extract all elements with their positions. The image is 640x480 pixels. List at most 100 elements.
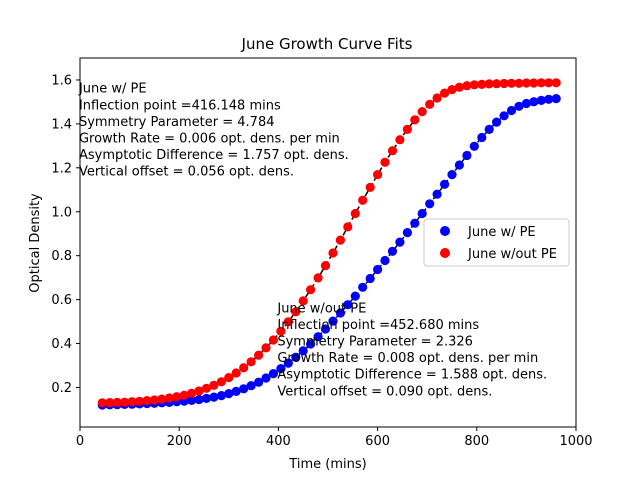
data-point-series-0 <box>335 308 345 318</box>
y-tick-label: 1.2 <box>51 161 72 176</box>
data-point-series-0 <box>224 389 234 399</box>
data-point-series-1 <box>261 343 271 353</box>
data-point-series-0 <box>187 395 197 405</box>
data-point-series-1 <box>544 78 554 88</box>
x-tick-label: 400 <box>266 434 291 449</box>
data-point-series-1 <box>387 146 398 156</box>
data-point-series-1 <box>335 235 345 245</box>
x-tick-label: 600 <box>365 434 390 449</box>
legend-marker-june-pe <box>440 226 450 236</box>
data-point-series-1 <box>380 157 390 167</box>
y-tick-label: 1.6 <box>51 73 72 88</box>
data-point-series-1 <box>179 390 189 400</box>
data-point-series-0 <box>246 381 256 391</box>
data-point-series-1 <box>521 78 532 88</box>
data-point-series-0 <box>268 369 278 379</box>
data-point-series-1 <box>149 395 159 405</box>
data-point-series-1 <box>239 363 249 373</box>
data-point-series-0 <box>462 150 472 161</box>
data-point-series-0 <box>447 170 457 180</box>
annotation-0-line: Vertical offset = 0.056 opt. dens. <box>79 165 294 180</box>
data-point-series-1 <box>440 88 450 98</box>
annotation-0-line: Growth Rate = 0.006 opt. dens. per min <box>79 131 340 146</box>
data-point-series-0 <box>477 132 487 143</box>
data-point-series-1 <box>462 81 472 91</box>
data-point-series-1 <box>358 195 368 205</box>
y-axis-ticks: 0.2 0.4 0.6 0.8 1.0 1.2 1.4 1.6 <box>51 73 80 396</box>
annotation-1-line: June w/out PE <box>276 301 366 316</box>
y-axis-label: Optical Density <box>28 193 43 293</box>
y-tick-label: 1.4 <box>51 117 72 132</box>
data-point-series-1 <box>343 222 353 232</box>
y-tick-label: 0.6 <box>51 293 72 308</box>
data-point-series-0 <box>328 316 338 326</box>
data-point-series-1 <box>328 248 338 258</box>
data-point-series-0 <box>536 95 546 105</box>
data-point-series-0 <box>492 117 502 127</box>
data-point-series-1 <box>246 357 256 367</box>
data-point-series-0 <box>484 124 494 134</box>
data-point-series-0 <box>239 384 249 394</box>
data-point-series-1 <box>365 182 375 192</box>
data-point-series-0 <box>365 273 375 284</box>
data-point-series-1 <box>529 78 539 88</box>
data-point-series-1 <box>283 317 293 327</box>
legend-marker-june-no-pe <box>440 248 450 258</box>
y-tick-label: 0.2 <box>51 381 72 396</box>
legend-box <box>423 218 570 267</box>
data-point-series-1 <box>410 115 420 125</box>
x-tick-label: 1000 <box>559 434 592 449</box>
data-point-series-1 <box>120 397 130 407</box>
data-point-series-0 <box>306 339 316 349</box>
data-point-series-1 <box>373 170 383 180</box>
x-axis-ticks: 0 200 400 600 800 1000 <box>76 427 593 449</box>
data-point-series-1 <box>484 79 494 89</box>
data-point-series-1 <box>469 80 479 90</box>
legend-label-june-pe: June w/ PE <box>467 225 536 240</box>
chart-title: June Growth Curve Fits <box>241 35 413 53</box>
annotation-1-line: Asymptotic Difference = 1.588 opt. dens. <box>277 368 547 383</box>
data-point-series-0 <box>283 358 293 368</box>
data-point-series-1 <box>127 397 137 407</box>
data-point-series-0 <box>440 179 450 189</box>
annotation-0-line: June w/ PE <box>78 82 147 97</box>
data-point-series-0 <box>432 189 442 199</box>
y-tick-label: 0.8 <box>51 249 72 264</box>
plot-frame <box>79 57 577 428</box>
data-point-series-0 <box>343 300 353 310</box>
data-point-series-0 <box>499 111 509 121</box>
data-point-series-1 <box>447 85 457 95</box>
data-point-series-0 <box>387 246 398 256</box>
data-point-series-1 <box>216 377 226 387</box>
data-point-series-1 <box>477 79 487 89</box>
data-point-series-1 <box>157 394 167 404</box>
data-point-series-1 <box>395 135 405 145</box>
x-tick-label: 0 <box>76 434 84 449</box>
data-point-series-0 <box>350 291 360 301</box>
y-tick-label: 0.4 <box>51 337 72 352</box>
data-point-series-0 <box>216 391 226 401</box>
data-point-series-0 <box>194 394 204 405</box>
data-point-series-1 <box>320 261 331 271</box>
data-point-series-1 <box>164 393 174 403</box>
data-point-series-0 <box>320 324 331 334</box>
data-point-series-0 <box>209 392 219 402</box>
data-point-series-0 <box>380 255 390 266</box>
data-point-series-1 <box>209 380 219 390</box>
data-point-series-1 <box>350 208 360 219</box>
data-point-series-1 <box>276 326 286 336</box>
data-point-series-1 <box>402 124 412 134</box>
data-point-series-0 <box>201 393 212 403</box>
data-point-series-0 <box>410 218 420 228</box>
data-point-series-0 <box>298 346 308 356</box>
data-point-series-1 <box>172 392 182 402</box>
data-point-series-1 <box>551 78 561 88</box>
x-tick-label: 200 <box>167 434 192 449</box>
data-point-series-1 <box>432 93 442 103</box>
data-point-series-0 <box>395 237 405 247</box>
data-point-series-0 <box>254 377 264 387</box>
data-point-series-1 <box>499 78 509 89</box>
data-point-series-0 <box>313 332 323 342</box>
